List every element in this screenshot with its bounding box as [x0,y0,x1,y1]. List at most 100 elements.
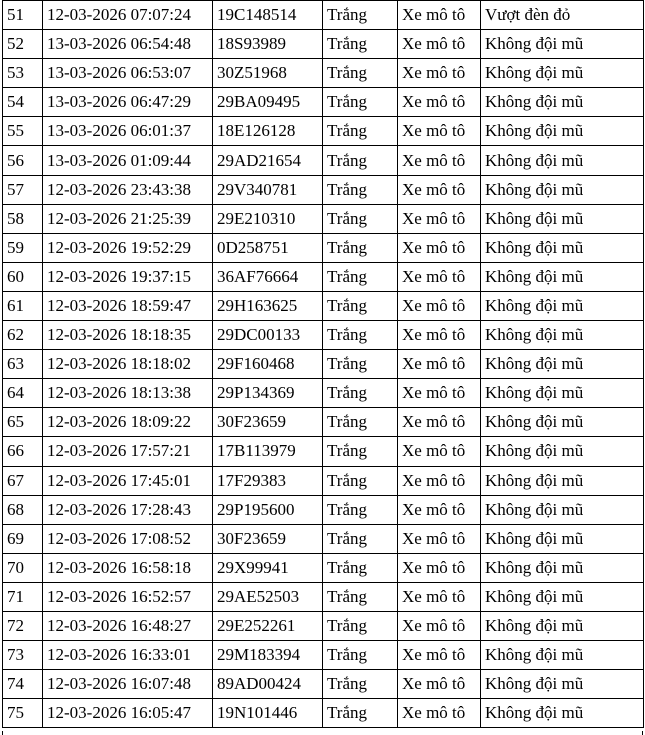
plate-color: Trắng [322,378,398,409]
table-row: 69 12-03-2026 17:08:52 30F23659 Trắng Xe mô … [2,523,644,554]
plate-color: Trắng [322,436,398,467]
table-row: 55 13-03-2026 06:01:37 18E126128 Trắng Xe mô… [2,116,644,147]
vehicle-type: Xe mô tô [397,320,481,351]
plate-color: Trắng [322,407,398,438]
vehicle-type: Xe mô tô [397,436,481,467]
violation: Không đội mũ [480,407,644,438]
violation: Không đội mũ [480,669,644,700]
vehicle-type: Xe mô tô [397,0,481,31]
vehicle-type: Xe mô tô [397,58,481,89]
plate-color: Trắng [322,232,398,263]
row-number: 70 [2,552,43,583]
plate: 30Z51968 [212,58,323,89]
timestamp: 12-03-2026 18:18:35 [42,320,213,351]
timestamp: 12-03-2026 16:48:27 [42,610,213,642]
row-number: 74 [2,669,43,700]
violation: Không đội mũ [480,145,644,176]
timestamp: 13-03-2026 06:53:07 [42,58,213,89]
vehicle-type: Xe mô tô [397,349,481,380]
plate-color: Trắng [322,261,398,292]
row-number: 66 [2,436,43,467]
vehicle-type: Xe mô tô [397,610,481,642]
timestamp: 12-03-2026 16:07:48 [42,669,213,700]
row-number: 61 [2,290,43,322]
violation: Không đội mũ [480,349,644,380]
row-number: 71 [2,581,43,612]
violation: Không đội mũ [480,610,644,642]
table-row: 75 12-03-2026 16:05:47 19N101446 Trắng Xe mô… [2,698,644,729]
plate: 29X99941 [212,552,323,583]
timestamp: 12-03-2026 19:52:29 [42,232,213,263]
vehicle-type: Xe mô tô [397,640,481,671]
plate: 19C148514 [212,0,323,31]
timestamp: 13-03-2026 06:47:29 [42,87,213,118]
row-number: 51 [2,0,43,31]
violation: Vượt đèn đỏ [480,0,644,31]
vehicle-type: Xe mô tô [397,290,481,322]
row-number: 55 [2,116,43,147]
timestamp: 12-03-2026 07:07:24 [42,0,213,31]
violation: Không đội mũ [480,494,644,525]
plate: 30F23659 [212,407,323,438]
row-number: 53 [2,58,43,89]
vehicle-type: Xe mô tô [397,116,481,147]
table-row: 73 12-03-2026 16:33:01 29M183394 Trắng Xe mô… [2,640,644,671]
vehicle-type: Xe mô tô [397,29,481,60]
vehicle-type: Xe mô tô [397,203,481,234]
violation: Không đội mũ [480,320,644,351]
table-row: 54 13-03-2026 06:47:29 29BA09495 Trắng Xe mô… [2,87,644,118]
plate-color: Trắng [322,610,398,642]
plate-color: Trắng [322,290,398,322]
plate-color: Trắng [322,145,398,176]
timestamp: 12-03-2026 19:37:15 [42,261,213,292]
violation: Không đội mũ [480,698,644,729]
table-row: 61 12-03-2026 18:59:47 29H163625 Trắng Xe mô… [2,290,644,322]
plate: 29P195600 [212,494,323,525]
violation: Không đội mũ [480,290,644,322]
plate-color: Trắng [322,669,398,700]
violation: Không đội mũ [480,261,644,292]
table-row: 63 12-03-2026 18:18:02 29F160468 Trắng Xe mô… [2,349,644,380]
violation: Không đội mũ [480,174,644,205]
timestamp: 12-03-2026 16:58:18 [42,552,213,583]
plate: 89AD00424 [212,669,323,700]
table-row: 68 12-03-2026 17:28:43 29P195600 Trắng Xe mô… [2,494,644,525]
vehicle-type: Xe mô tô [397,552,481,583]
plate: 29M183394 [212,640,323,671]
plate: 29P134369 [212,378,323,409]
table-row: 67 12-03-2026 17:45:01 17F29383 Trắng Xe mô … [2,465,644,496]
violation: Không đội mũ [480,640,644,671]
plate: 17F29383 [212,465,323,496]
row-number: 72 [2,610,43,642]
plate-color: Trắng [322,203,398,234]
table-row: 59 12-03-2026 19:52:29 0D258751 Trắng Xe mô … [2,232,644,263]
plate: 18E126128 [212,116,323,147]
table-row: 62 12-03-2026 18:18:35 29DC00133 Trắng Xe mô… [2,320,644,351]
plate: 19N101446 [212,698,323,729]
timestamp: 12-03-2026 16:05:47 [42,698,213,729]
vehicle-type: Xe mô tô [397,523,481,554]
table-row: 72 12-03-2026 16:48:27 29E252261 Trắng Xe mô… [2,610,644,642]
violation: Không đội mũ [480,29,644,60]
plate-color: Trắng [322,0,398,31]
timestamp: 12-03-2026 23:43:38 [42,174,213,205]
plate: 29V340781 [212,174,323,205]
violation: Không đội mũ [480,552,644,583]
plate: 29BA09495 [212,87,323,118]
plate-color: Trắng [322,116,398,147]
table-row: 53 13-03-2026 06:53:07 30Z51968 Trắng Xe mô … [2,58,644,89]
plate-color: Trắng [322,640,398,671]
table-row: 74 12-03-2026 16:07:48 89AD00424 Trắng Xe mô… [2,669,644,700]
plate: 18S93989 [212,29,323,60]
plate-color: Trắng [322,29,398,60]
table-row: 71 12-03-2026 16:52:57 29AE52503 Trắng Xe mô… [2,581,644,612]
row-number: 75 [2,698,43,729]
vehicle-type: Xe mô tô [397,87,481,118]
plate-color: Trắng [322,174,398,205]
table-row: 52 13-03-2026 06:54:48 18S93989 Trắng Xe mô … [2,29,644,60]
row-number: 69 [2,523,43,554]
plate: 29F160468 [212,349,323,380]
violation: Không đội mũ [480,465,644,496]
